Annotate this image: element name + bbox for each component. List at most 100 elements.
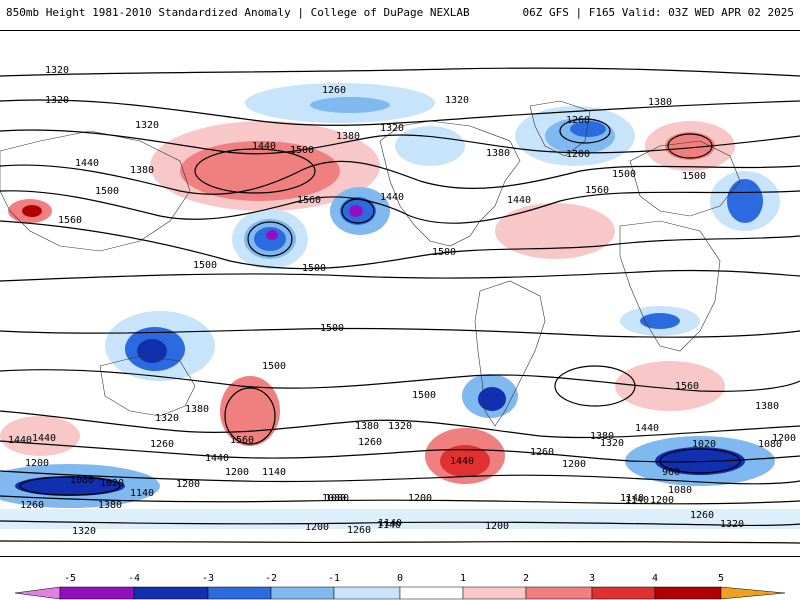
header-bar: 850mb Height 1981-2010 Standardized Anom…	[0, 0, 800, 30]
coast-africa	[619, 220, 721, 352]
contour-line	[0, 269, 800, 282]
contour-line	[0, 99, 800, 126]
contour-label: 1260	[566, 115, 590, 126]
chart-title: 850mb Height 1981-2010 Standardized Anom…	[6, 6, 470, 19]
contour-label: 1380	[590, 431, 614, 442]
coastlines	[0, 100, 741, 427]
contour-label: 1320	[445, 95, 469, 106]
contour-label: 1440	[32, 433, 56, 444]
contour-label: 1020	[692, 439, 716, 450]
contour-label: 1140	[377, 520, 401, 531]
coast-europe	[629, 140, 741, 217]
legend-segment-0-1	[399, 586, 464, 600]
contour-label: 1320	[388, 421, 412, 432]
contour-label: 1380	[648, 97, 672, 108]
legend-tick: -2	[265, 573, 277, 584]
legend-tick: 4	[652, 573, 658, 584]
contour-label: 1320	[720, 519, 744, 530]
contour-label: 1500	[262, 361, 286, 372]
contour-line	[0, 410, 800, 439]
anomaly-fills	[0, 83, 800, 529]
neg-anomaly-africa-core	[640, 313, 680, 329]
contour-label: 1200	[485, 521, 509, 532]
height-contours	[0, 67, 800, 544]
contour-closed-southern-west	[19, 476, 121, 496]
contour-label: 1440	[75, 158, 99, 169]
legend-segment-neg3-neg2	[207, 586, 272, 600]
contour-label: 1440	[8, 435, 32, 446]
color-scale-legend: -5 -4 -3 -2 -1 0 1 2 3 4 5	[0, 557, 800, 600]
contour-label: 1260	[690, 510, 714, 521]
legend-tick: -3	[202, 573, 214, 584]
contour-label: 1380	[130, 165, 154, 176]
contour-line	[0, 67, 800, 77]
contour-label: 1200	[566, 149, 590, 160]
contour-label: 1140	[625, 495, 649, 506]
map-canvas: 1320 1320 1320 1260 1320 1380 1440 1500 …	[0, 65, 800, 544]
model-run-info: 06Z GFS | F165 Valid: 03Z WED APR 02 202…	[522, 6, 794, 19]
neg-anomaly-greenland-core	[570, 121, 606, 137]
contour-closed-south-indian	[659, 448, 741, 474]
legend-segment-3-4	[591, 586, 656, 600]
contour-label: 1560	[675, 381, 699, 392]
pos-anomaly-south-west	[0, 416, 80, 456]
contour-line	[0, 495, 800, 505]
contour-label: 1260	[358, 437, 382, 448]
contour-line	[0, 160, 800, 195]
pos-anomaly-atlantic	[495, 203, 615, 259]
legend-segment-neg4-neg3	[133, 586, 209, 600]
contour-line	[0, 129, 800, 155]
legend-tick: 0	[397, 573, 403, 584]
neg-anomaly-south-indian-low-core	[655, 447, 745, 475]
contour-label: 1140	[262, 467, 286, 478]
contour-label: 1200	[176, 479, 200, 490]
contour-label: 1080	[325, 493, 349, 504]
legend-tick: -4	[128, 573, 140, 584]
contour-label: 1200	[408, 493, 432, 504]
contour-label: 1320	[155, 413, 179, 424]
contour-label: 1560	[58, 215, 82, 226]
contour-closed-north-pacific	[194, 148, 316, 194]
contour-label: 1320	[45, 65, 69, 76]
contour-label: 1440	[450, 456, 474, 467]
legend-tick: 3	[589, 573, 595, 584]
contour-line	[0, 540, 800, 544]
contour-label: 1260	[322, 85, 346, 96]
contour-label: 1080	[758, 439, 782, 450]
contour-label: 1140	[130, 488, 154, 499]
contour-line	[0, 190, 800, 224]
contour-line	[0, 369, 800, 392]
map-panel: 1320 1320 1320 1260 1320 1380 1440 1500 …	[0, 30, 800, 557]
contour-labels: 1320 1320 1320 1260 1320 1380 1440 1500 …	[8, 65, 796, 537]
legend-segment-neg2-neg1	[270, 586, 335, 600]
neg-anomaly-mid-pacific-core	[266, 230, 278, 240]
contour-label: 1440	[380, 192, 404, 203]
contour-label: 1560	[585, 185, 609, 196]
contour-label: 1440	[252, 141, 276, 152]
legend-tick: 2	[523, 573, 529, 584]
pos-anomaly-tibet-core	[22, 205, 42, 217]
contour-label: 1500	[432, 247, 456, 258]
legend-segment-4-5	[654, 586, 722, 600]
coast-south-america	[474, 280, 546, 427]
contour-label: 1500	[320, 323, 344, 334]
coast-australia	[99, 355, 196, 417]
contour-line	[0, 440, 800, 463]
contour-closed-greenland	[559, 118, 611, 144]
contour-label: 1320	[380, 123, 404, 134]
contour-line	[0, 470, 800, 485]
contour-label: 1560	[297, 195, 321, 206]
legend-tick: -1	[328, 573, 340, 584]
neg-anomaly-southern-ocean-west-core	[15, 476, 125, 496]
contour-label: 1380	[355, 421, 379, 432]
contour-label: 1380	[336, 131, 360, 142]
contour-label: 1320	[600, 438, 624, 449]
contour-label: 1500	[302, 263, 326, 274]
contour-label: 1380	[98, 500, 122, 511]
contour-label: 960	[662, 467, 680, 478]
contour-label: 1200	[305, 522, 329, 533]
contour-label: 1380	[486, 148, 510, 159]
contour-line	[0, 327, 800, 338]
contour-label: 1080	[668, 485, 692, 496]
pos-anomaly-scandinavia-core	[665, 132, 715, 160]
